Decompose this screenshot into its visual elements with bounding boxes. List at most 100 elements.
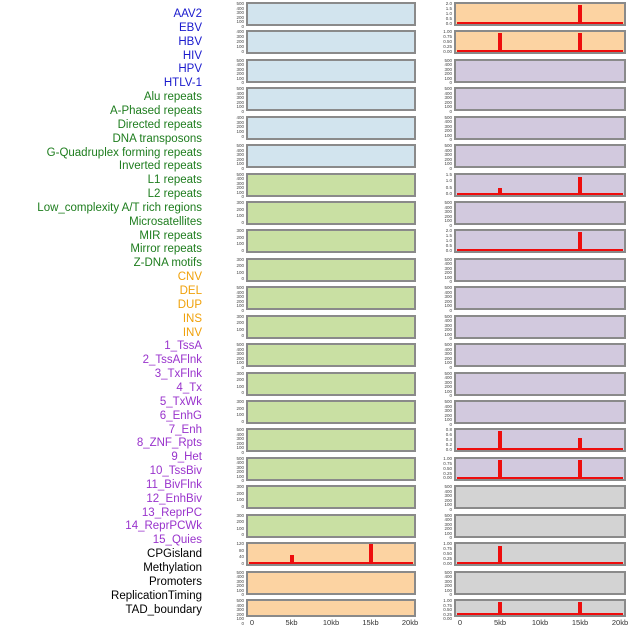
y-tick-label: 0.00	[443, 560, 452, 566]
track-panel-11_BivFlnk	[454, 343, 626, 368]
y-tick-label: 0.0	[445, 247, 452, 253]
track-label-MIR repeats: MIR repeats	[139, 229, 202, 242]
y-tick-label: 0	[241, 418, 244, 424]
y-ticks-Methylation: 500 400 300 200 100 0	[428, 513, 452, 540]
y-tick-label: 400	[444, 375, 452, 381]
y-tick-label: 0	[241, 503, 244, 509]
y-tick-label: 2.0	[445, 1, 452, 6]
track-label-6_EnhG: 6_EnhG	[159, 409, 202, 422]
y-tick-label: 400	[236, 5, 244, 11]
y-tick-label: 400	[236, 147, 244, 153]
x-tick-label-right-5kb: 5kb	[493, 618, 507, 627]
y-tick-label: 80	[238, 547, 244, 553]
track-panel-A-Phased repeats	[246, 201, 416, 225]
y-ticks-6_EnhG: 500 400 300 200 100 0	[428, 200, 452, 227]
y-tick-label: 0	[449, 421, 452, 427]
y-tick-label: 300	[236, 152, 244, 158]
y-tick-label: 400	[236, 114, 244, 120]
y-tick-label: 0.00	[443, 48, 452, 54]
y-ticks-A-Phased repeats: 300 200 100 0	[220, 200, 244, 225]
y-tick-label: 0	[241, 108, 244, 114]
y-tick-label: 100	[444, 161, 452, 167]
y-tick-label: 200	[444, 384, 452, 390]
y-tick-label: 200	[236, 71, 244, 77]
y-tick-label: 0.00	[443, 616, 452, 622]
y-tick-label: 400	[236, 62, 244, 68]
y-tick-label: 0	[241, 560, 244, 566]
y-tick-label: 1.00	[443, 29, 452, 35]
y-tick-label: 300	[236, 95, 244, 101]
y-tick-label: 500	[236, 171, 244, 177]
y-ticks-Microsatellites: 500 400 300 200 100 0	[220, 427, 244, 455]
y-ticks-ReplicationTiming: 500 400 300 200 100 0	[428, 570, 452, 597]
y-tick-label: 100	[236, 587, 244, 593]
y-tick-label: 200	[444, 298, 452, 304]
track-panel-Promoters	[454, 542, 626, 567]
y-ticks-11_BivFlnk: 500 400 300 200 100 0	[428, 343, 452, 370]
y-tick-label: 400	[236, 289, 244, 295]
y-tick-label: 200	[236, 519, 244, 525]
y-ticks-3_TxFlnk: 500 400 300 200 100 0	[428, 114, 452, 143]
y-tick-label: 300	[236, 512, 244, 518]
y-tick-label: 100	[236, 129, 244, 135]
y-ticks-7_Enh: 2.0 1.5 1.0 0.5 0.0	[428, 229, 452, 253]
y-tick-label: 300	[236, 351, 244, 357]
y-tick-label: 200	[444, 497, 452, 503]
track-panel-L2 repeats	[246, 371, 416, 396]
track-label-Z-DNA motifs: Z-DNA motifs	[133, 257, 202, 270]
y-ticks-CPGisland: 500 400 300 200 100 0	[428, 485, 452, 512]
peak-bar-5_TxWk-5kb	[498, 187, 502, 195]
y-ticks-INV: 1.00 0.75 0.50 0.25 0.00	[428, 30, 452, 54]
y-tick-label: 200	[236, 206, 244, 212]
y-tick-label: 500	[444, 114, 452, 120]
track-label-8_ZNF_Rpts: 8_ZNF_Rpts	[136, 437, 202, 450]
y-ticks-AAV2: 500 400 300 200 100 0	[220, 1, 244, 28]
x-tick-label-left-5kb: 5kb	[285, 618, 298, 627]
y-tick-label: 300	[236, 607, 244, 613]
y-ticks-Mirror repeats: 300 200 100 0	[220, 485, 244, 509]
y-tick-label: 0	[449, 137, 452, 143]
track-panel-12_EnhBiv	[454, 371, 626, 396]
track-panel-Mirror repeats	[246, 485, 416, 510]
y-tick-label: 100	[444, 303, 452, 309]
y-ticks-Promoters: 1.00 0.75 0.50 0.25 0.00	[428, 542, 452, 566]
track-label-Promoters: Promoters	[148, 575, 202, 588]
track-panel-Inverted repeats	[246, 314, 416, 339]
y-tick-label: 1.0	[445, 238, 452, 244]
track-label-12_EnhBiv: 12_EnhBiv	[146, 492, 202, 505]
track-panel-7_Enh	[454, 229, 626, 254]
peak-bar-TAD_boundary-5kb	[498, 601, 502, 616]
y-tick-label: 0	[241, 80, 244, 86]
y-tick-label: 0.0	[445, 446, 452, 452]
y-tick-label: 500	[236, 598, 244, 604]
y-tick-label: 0.0	[445, 20, 452, 26]
y-tick-label: 500	[236, 57, 244, 63]
y-ticks-12_EnhBiv: 500 400 300 200 100 0	[428, 371, 452, 398]
y-tick-label: 200	[236, 440, 244, 446]
y-tick-label: 0.5	[445, 243, 452, 249]
x-tick-label-left-20kb: 20kb	[401, 618, 419, 627]
track-label-15_Quies: 15_Quies	[152, 534, 202, 547]
track-label-9_Het: 9_Het	[171, 451, 202, 464]
y-tick-label: 300	[236, 256, 244, 262]
y-ticks-Z-DNA motifs: 300 200 100 0	[220, 512, 244, 538]
y-tick-label: 100	[444, 331, 452, 337]
y-tick-label: 2.0	[445, 228, 452, 234]
y-tick-label: 40	[238, 554, 244, 560]
y-ticks-4_Tx: 500 400 300 200 100 0	[428, 144, 452, 171]
y-tick-label: 120	[236, 541, 244, 547]
track-label-A-Phased repeats: A-Phased repeats	[109, 104, 202, 117]
track-panel-HTLV-1	[246, 144, 416, 169]
y-tick-label: 500	[236, 427, 244, 433]
peak-bar-14_ReprPCWk-5kb	[498, 431, 502, 451]
track-panel-MIR repeats	[246, 456, 416, 481]
y-tick-label: 500	[236, 143, 244, 149]
track-label-DUP: DUP	[177, 298, 202, 311]
y-tick-label: 0	[241, 364, 244, 370]
y-ticks-CNV: 120 80 40 0	[220, 542, 244, 566]
y-ticks-TAD_boundary: 1.00 0.75 0.50 0.25 0.00	[428, 598, 452, 620]
track-label-AAV2: AAV2	[173, 8, 202, 20]
y-tick-label: 1.5	[445, 233, 452, 239]
y-tick-label: 200	[236, 320, 244, 326]
y-ticks-10_TssBiv: 500 400 300 200 100 0	[428, 314, 452, 341]
